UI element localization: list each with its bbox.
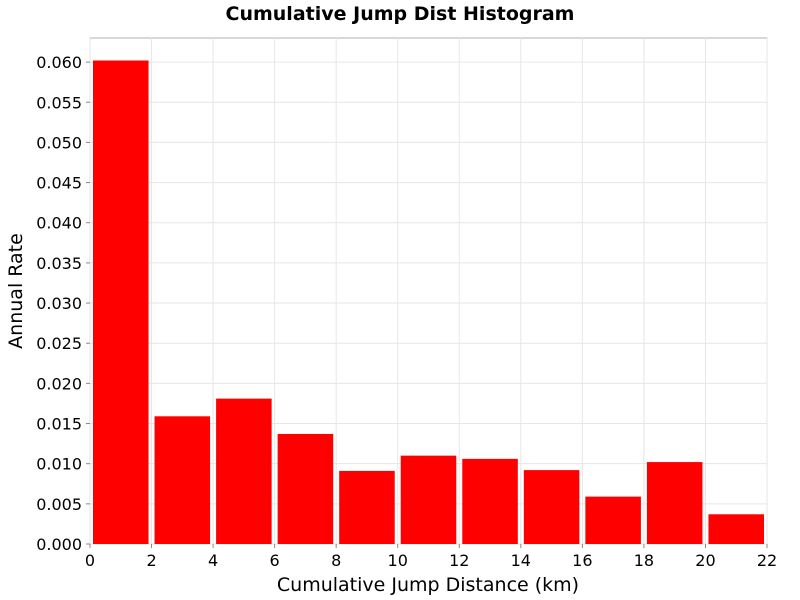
histogram-bar — [523, 470, 580, 544]
histogram-bar — [400, 455, 457, 544]
x-tick-label: 18 — [634, 551, 654, 570]
histogram-bar — [708, 514, 764, 544]
x-tick-label: 16 — [572, 551, 592, 570]
x-tick-label: 0 — [85, 551, 95, 570]
histogram-bar — [339, 470, 395, 544]
y-tick-label: 0.010 — [36, 455, 82, 474]
x-axis-label: Cumulative Jump Distance (km) — [277, 574, 579, 596]
y-tick-label: 0.025 — [36, 334, 82, 353]
y-tick-label: 0.040 — [36, 214, 82, 233]
y-tick-label: 0.045 — [36, 174, 82, 193]
chart-title: Cumulative Jump Dist Histogram — [226, 3, 575, 25]
x-axis-ticks: 0 2 4 6 8 10 12 14 16 18 20 22 — [85, 544, 777, 570]
y-tick-label: 0.030 — [36, 294, 82, 313]
y-axis-label: Annual Rate — [5, 233, 27, 349]
x-tick-label: 12 — [449, 551, 469, 570]
x-tick-label: 2 — [146, 551, 156, 570]
x-tick-label: 22 — [757, 551, 777, 570]
x-tick-label: 14 — [511, 551, 531, 570]
bars — [93, 60, 764, 544]
x-tick-label: 4 — [208, 551, 218, 570]
histogram-bar — [585, 496, 641, 544]
y-tick-label: 0.060 — [36, 53, 82, 72]
x-tick-label: 10 — [388, 551, 408, 570]
histogram-bar — [646, 462, 703, 544]
histogram-bar — [154, 416, 211, 544]
y-tick-label: 0.015 — [36, 415, 82, 434]
y-tick-label: 0.000 — [36, 535, 82, 554]
y-tick-label: 0.055 — [36, 93, 82, 112]
histogram-bar — [462, 458, 518, 544]
histogram-bar — [277, 433, 334, 544]
x-tick-label: 6 — [270, 551, 280, 570]
x-tick-label: 8 — [331, 551, 341, 570]
y-tick-label: 0.005 — [36, 495, 82, 514]
histogram-bar — [216, 398, 272, 544]
y-tick-label: 0.020 — [36, 374, 82, 393]
y-tick-label: 0.035 — [36, 254, 82, 273]
histogram-bar — [93, 60, 149, 544]
y-axis-ticks: 0.000 0.005 0.010 0.015 0.020 0.025 0.030 0.035… — [36, 53, 90, 554]
x-tick-label: 20 — [695, 551, 715, 570]
y-tick-label: 0.050 — [36, 133, 82, 152]
